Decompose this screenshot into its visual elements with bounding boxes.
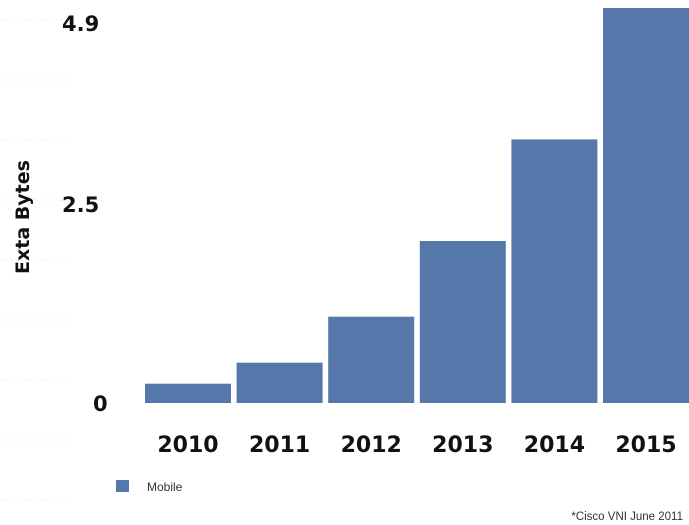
bar-2010 <box>145 383 231 403</box>
y-tick-label: 2.5 <box>62 193 99 217</box>
bar-2011 <box>236 362 323 403</box>
legend-label: Mobile <box>147 480 183 494</box>
x-tick-labels: 2010 2011 2012 2013 2014 2015 <box>157 433 676 458</box>
bar-2013 <box>419 241 506 403</box>
source-note: *Cisco VNI June 2011 <box>571 511 683 523</box>
legend: Mobile <box>116 480 183 494</box>
x-tick-label-2013: 2013 <box>432 433 493 458</box>
background-texture <box>0 19 70 501</box>
y-tick-label: 4.9 <box>62 12 99 36</box>
x-tick-label-2015: 2015 <box>615 433 676 458</box>
bar-2015 <box>603 8 689 403</box>
x-tick-label-2014: 2014 <box>524 433 585 458</box>
y-tick-label: 0 <box>93 392 108 416</box>
x-tick-label-2012: 2012 <box>341 433 402 458</box>
bar-2012 <box>328 316 415 403</box>
bar-2014 <box>511 139 598 403</box>
x-tick-label-2011: 2011 <box>249 433 310 458</box>
y-axis-title: Exta Bytes <box>12 160 34 274</box>
bars <box>145 8 689 403</box>
y-tick-labels: 4.9 2.5 0 <box>62 12 108 416</box>
legend-swatch <box>116 480 129 492</box>
x-tick-label-2010: 2010 <box>157 433 218 458</box>
